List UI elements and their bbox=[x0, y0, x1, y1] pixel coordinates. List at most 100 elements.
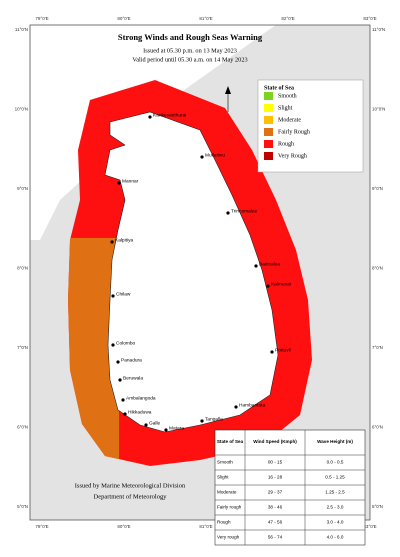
longitude-label: 80°0'E bbox=[117, 16, 130, 21]
city-marker bbox=[118, 378, 122, 382]
city-label: Mannar bbox=[122, 178, 139, 184]
legend-swatch bbox=[264, 128, 273, 136]
table-cell: Slight bbox=[217, 475, 229, 480]
table-cell: 1.25 - 2.5 bbox=[325, 490, 345, 495]
longitude-label: 79°0'E bbox=[35, 524, 48, 529]
legend-swatch bbox=[264, 116, 273, 124]
table-cell: 56 - 74 bbox=[268, 535, 283, 540]
legend-swatch bbox=[264, 152, 273, 160]
table-cell: 2.5 - 3.0 bbox=[327, 505, 344, 510]
legend-label: Moderate bbox=[278, 117, 301, 123]
valid-period: Valid period until 05.30 a.m. on 14 May … bbox=[132, 56, 247, 63]
city-label: Hambantota bbox=[239, 402, 265, 408]
city-label: Colombo bbox=[116, 340, 136, 346]
table-cell: 00 - 15 bbox=[268, 460, 283, 465]
latitude-label: 5°0'N bbox=[372, 504, 383, 509]
longitude-label: 83°0'E bbox=[363, 524, 376, 529]
longitude-label: 79°0'E bbox=[35, 16, 48, 21]
city-label: Ambalangoda bbox=[126, 395, 156, 401]
legend-label: Smooth bbox=[278, 93, 297, 99]
latitude-label: 7°0'N bbox=[17, 345, 28, 350]
city-marker bbox=[111, 294, 115, 298]
latitude-label: 6°0'N bbox=[17, 425, 28, 430]
table-cell: Rough bbox=[217, 520, 231, 525]
island bbox=[104, 111, 279, 433]
city-label: Tangalle bbox=[205, 416, 223, 422]
footer-line: Department of Meteorology bbox=[94, 493, 168, 500]
city-marker bbox=[200, 419, 204, 423]
city-label: Kankesanthurai bbox=[153, 112, 186, 118]
latitude-label: 11°0'N bbox=[372, 27, 385, 32]
table-cell: Smooth bbox=[217, 460, 233, 465]
table-cell: 38 - 46 bbox=[268, 505, 283, 510]
table-cell: Very rough bbox=[217, 535, 240, 540]
legend-swatch bbox=[264, 92, 273, 100]
fairly-rough-sea-zone bbox=[68, 238, 119, 460]
longitude-label: 81°0'E bbox=[199, 16, 212, 21]
latitude-label: 11°0'N bbox=[15, 27, 28, 32]
legend-swatch bbox=[264, 140, 273, 148]
north-arrow bbox=[225, 86, 231, 112]
table-cell: 0.5 - 1.25 bbox=[325, 475, 345, 480]
longitude-label: 80°0'E bbox=[117, 524, 130, 529]
table-cell: 16 - 28 bbox=[268, 475, 283, 480]
legend-swatch bbox=[264, 104, 273, 112]
table-cell: Moderate bbox=[217, 490, 237, 495]
city-marker bbox=[117, 181, 121, 185]
city-label: Pottuvil bbox=[275, 347, 291, 353]
city-label: Chilaw bbox=[116, 291, 131, 297]
legend-label: Rough bbox=[278, 141, 294, 147]
table-cell: 3.0 - 4.0 bbox=[327, 520, 344, 525]
legend-label: Fairly Rough bbox=[278, 129, 310, 135]
latitude-label: 9°0'N bbox=[372, 186, 383, 191]
table-cell: Fairly rough bbox=[217, 505, 242, 510]
city-marker bbox=[226, 211, 230, 215]
city-marker bbox=[270, 350, 274, 354]
table-cell: 0.0 - 0.5 bbox=[327, 460, 344, 465]
latitude-label: 10°0'N bbox=[372, 107, 385, 112]
city-label: Batticaloa bbox=[259, 261, 280, 267]
latitude-label: 5°0'N bbox=[17, 504, 28, 509]
footer-line: Issued by Marine Meteorological Division bbox=[75, 482, 186, 489]
city-marker bbox=[266, 284, 270, 288]
table-cell: 4.0 - 6.0 bbox=[327, 535, 344, 540]
legend-box bbox=[257, 79, 364, 173]
legend-title: State of Sea bbox=[264, 85, 294, 91]
legend-label: Very Rough bbox=[278, 153, 307, 159]
city-marker bbox=[164, 428, 168, 432]
city-label: Mullaitivu bbox=[205, 152, 225, 158]
longitude-label: 83°0'E bbox=[363, 16, 376, 21]
latitude-label: 10°0'N bbox=[15, 107, 28, 112]
city-marker bbox=[110, 240, 114, 244]
city-marker bbox=[254, 264, 258, 268]
table-header: Wave Height (m) bbox=[317, 439, 353, 444]
city-marker bbox=[234, 405, 238, 409]
latitude-label: 6°0'N bbox=[372, 425, 383, 430]
city-label: Beruwala bbox=[123, 375, 143, 381]
city-label: Galle bbox=[149, 420, 161, 426]
latitude-label: 7°0'N bbox=[372, 345, 383, 350]
table-cell: 29 - 37 bbox=[268, 490, 283, 495]
city-label: Kalmunai bbox=[271, 281, 291, 287]
legend-label: Slight bbox=[278, 105, 293, 111]
title: Strong Winds and Rough Seas Warning bbox=[118, 32, 263, 42]
table-header: State of Sea bbox=[217, 439, 244, 444]
latitude-label: 8°0'N bbox=[372, 266, 383, 271]
issued-time: Issued at 05.30 p.m. on 13 May 2023 bbox=[143, 47, 237, 54]
city-label: Kalpitiya bbox=[115, 237, 133, 243]
city-marker bbox=[121, 398, 125, 402]
city-marker bbox=[200, 155, 204, 159]
table-header: Wind Speed (Kmph) bbox=[253, 439, 297, 444]
longitude-label: 82°0'E bbox=[281, 16, 294, 21]
city-label: Trincomalee bbox=[231, 208, 258, 214]
city-marker bbox=[123, 412, 127, 416]
latitude-label: 8°0'N bbox=[17, 266, 28, 271]
city-marker bbox=[144, 423, 148, 427]
city-label: Panadura bbox=[121, 357, 142, 363]
city-marker bbox=[148, 115, 152, 119]
city-marker bbox=[111, 343, 115, 347]
city-marker bbox=[116, 360, 120, 364]
land-area bbox=[30, 25, 275, 240]
longitude-label: 81°0'E bbox=[199, 524, 212, 529]
